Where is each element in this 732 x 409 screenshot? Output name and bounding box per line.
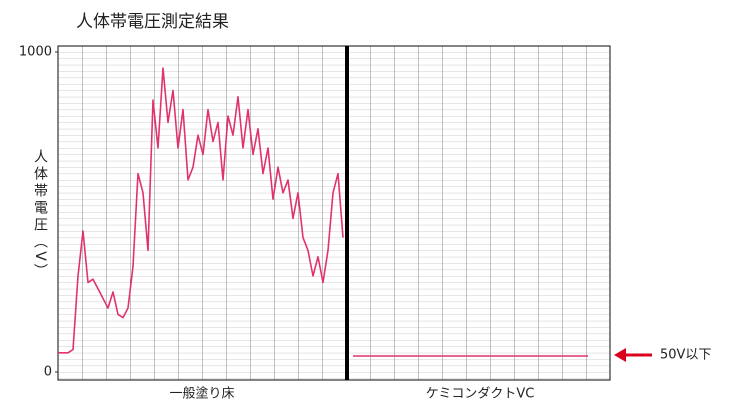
x-tick-label: ケミコンダクトVC	[426, 387, 535, 402]
annotation-arrowhead	[614, 348, 626, 362]
x-tick-label: 一般塗り床	[169, 386, 234, 402]
annotation: 50V以下	[660, 348, 711, 363]
data-line	[58, 67, 588, 357]
y-axis-label: 人体帯電圧（V）	[32, 149, 48, 281]
y-tick-label: 0	[44, 365, 52, 380]
plot-area	[57, 45, 611, 381]
y-tick-label: 1000	[19, 45, 52, 60]
chart-title: 人体帯電圧測定結果	[76, 12, 229, 32]
